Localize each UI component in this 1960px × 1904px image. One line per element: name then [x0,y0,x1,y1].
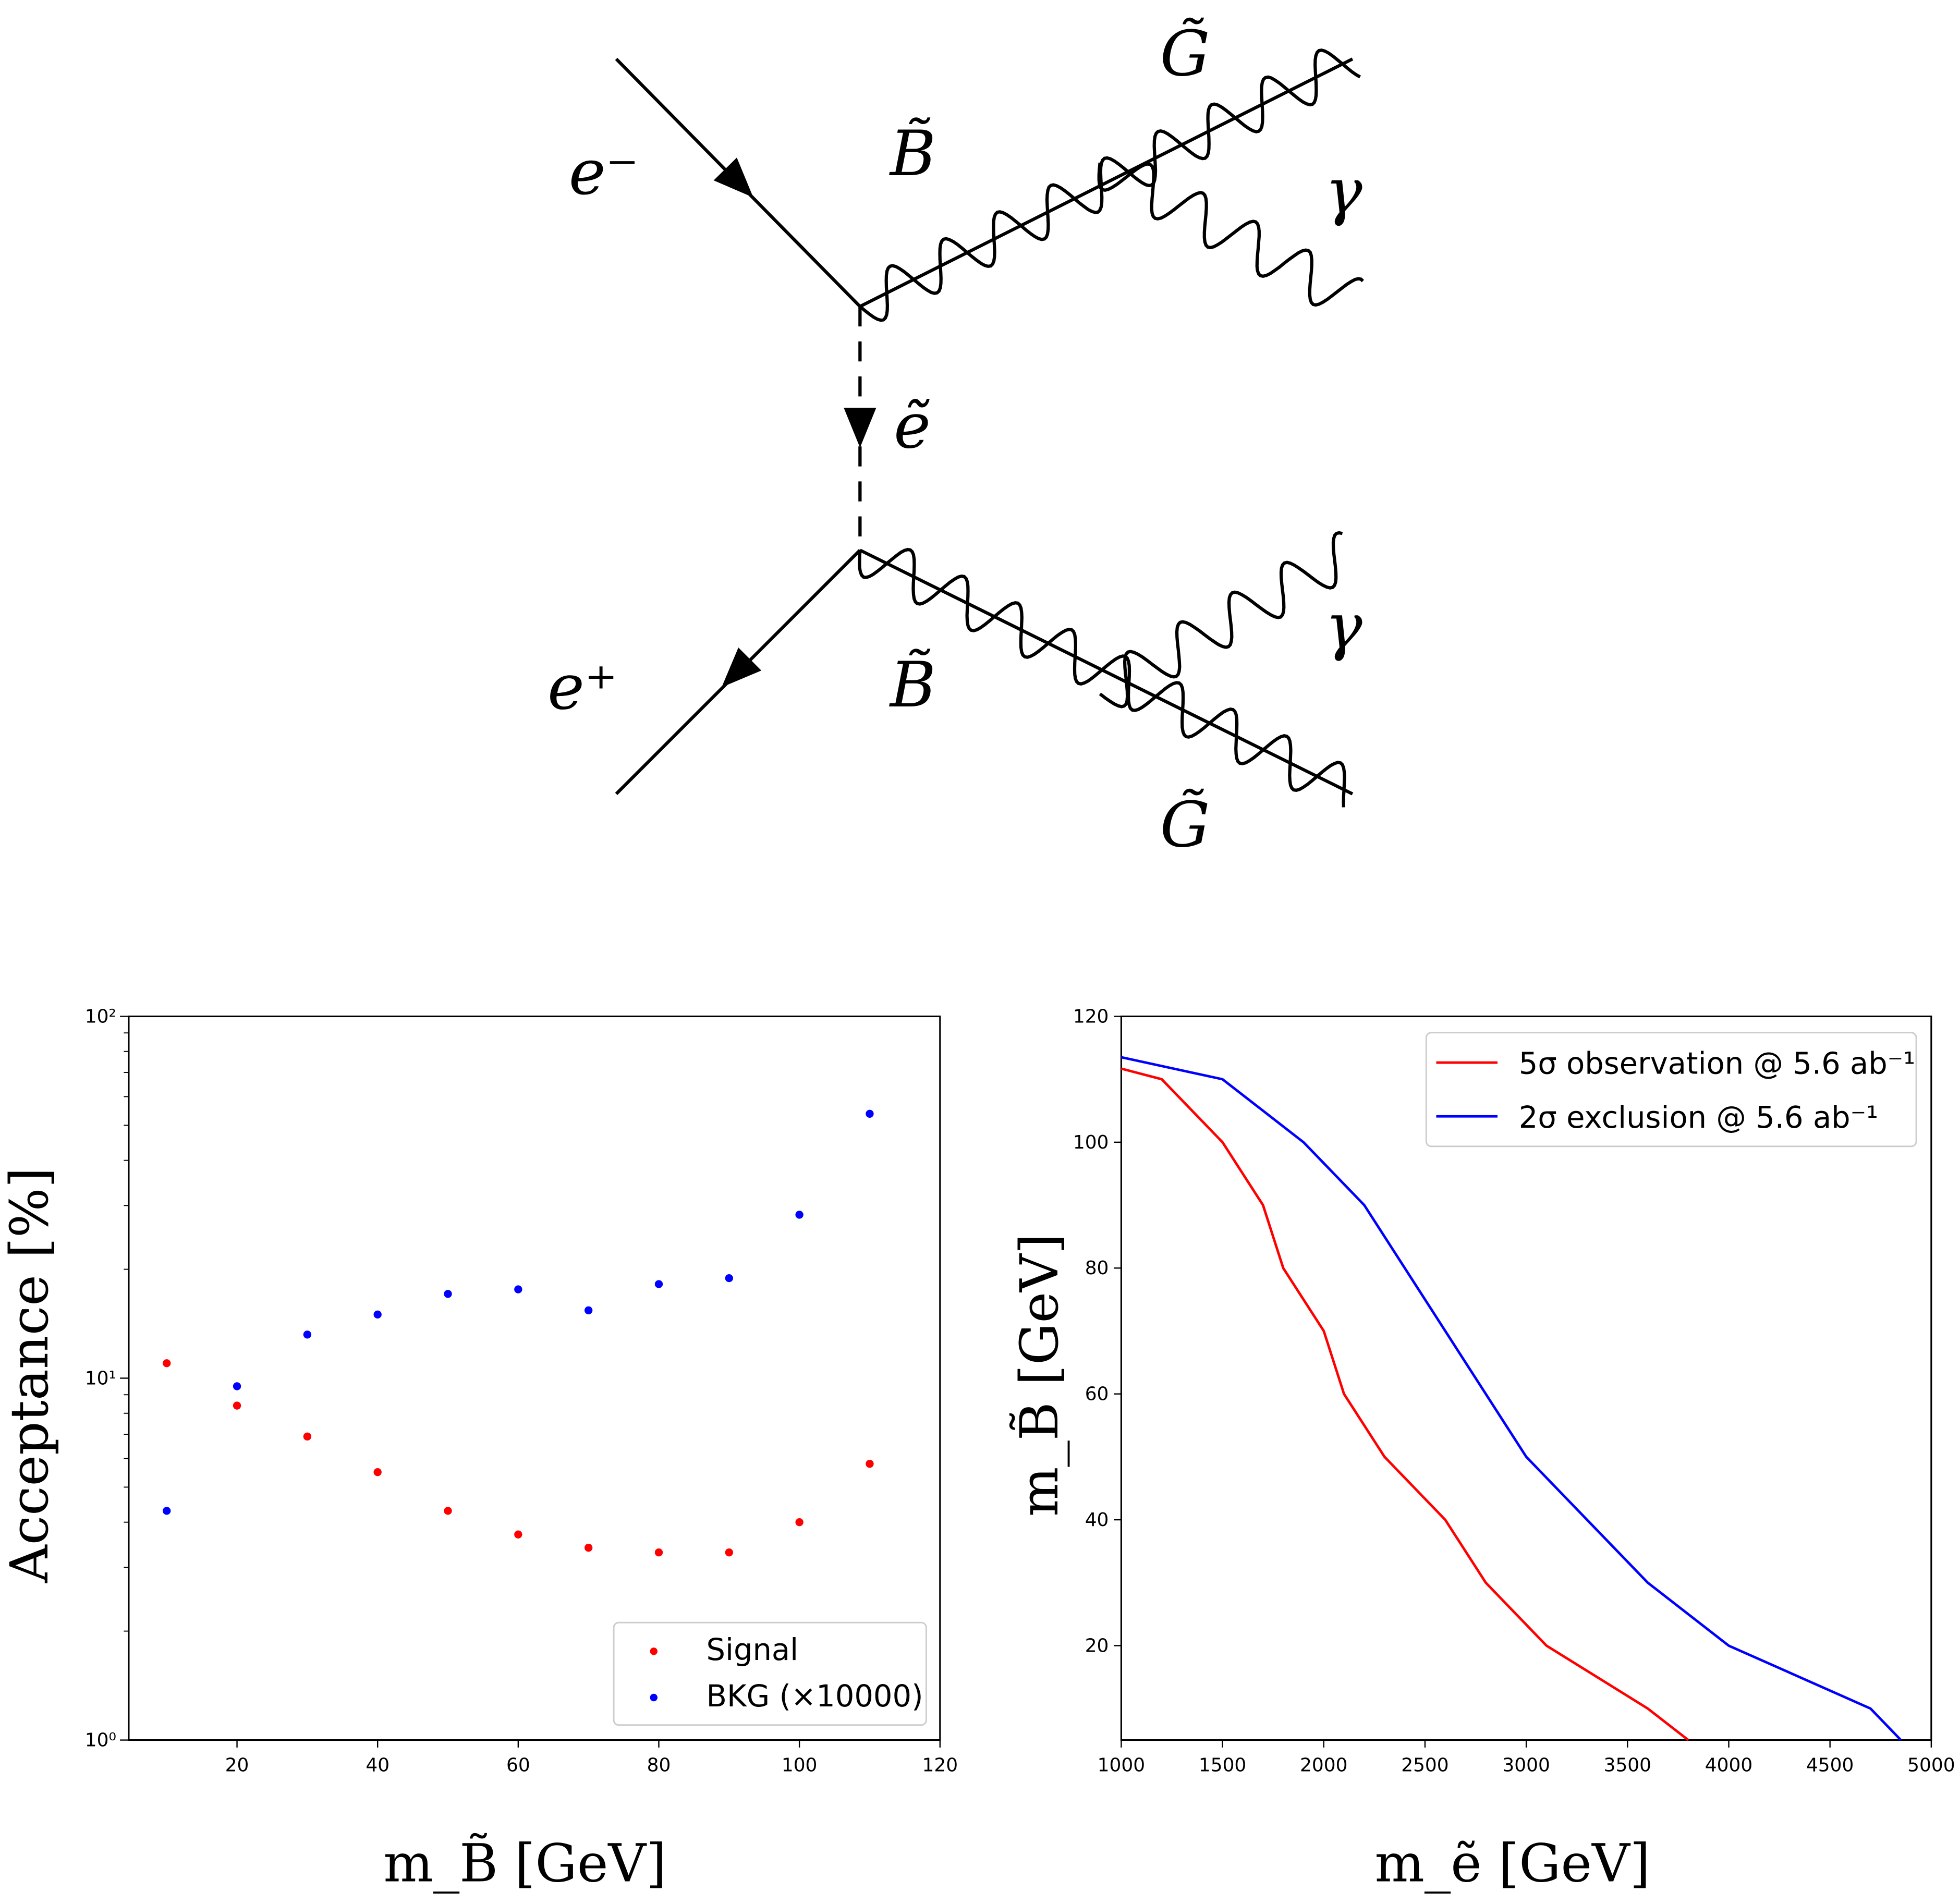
label-selectron: ẽ [894,390,931,463]
label-photon-bottom: γ [1325,590,1362,663]
label-photon-top: γ [1325,155,1362,228]
legend-label-2sigma: 2σ exclusion @ 5.6 ab⁻¹ [1519,1100,1878,1135]
y-tick-label: 100 [1073,1132,1109,1153]
bkg-point [514,1285,522,1293]
signal-point [233,1401,241,1410]
bkg-point [163,1507,171,1515]
y-tick-label: 10² [85,1006,116,1027]
bkg-point [233,1382,241,1390]
y-axis-label: Acceptance [%] [0,1167,60,1583]
signal-point [725,1548,733,1557]
label-e-minus: e⁻ [569,137,639,209]
bkg-point [303,1331,312,1339]
signal-point [584,1543,593,1552]
y-tick-label: 80 [1085,1258,1109,1279]
x-tick-label: 40 [366,1754,389,1776]
bkg-point [654,1280,663,1288]
bkg-point [584,1306,593,1315]
x-tick-label: 4500 [1806,1754,1854,1776]
y-axis-label: m_B̃ [GeV] [1009,1234,1070,1517]
electron-arrow-icon [713,157,753,198]
legend-marker-bkg [650,1693,658,1702]
x-axis-label: m_ẽ [GeV] [1374,1833,1650,1894]
y-tick-label: 20 [1085,1635,1109,1656]
signal-point [373,1468,382,1476]
bino-gravitino-wave-bottom [858,547,1346,808]
y-tick-label: 120 [1073,1006,1109,1027]
feynman-diagram: e⁻ e⁺ B̃ B̃ G̃ G̃ γ γ ẽ [547,17,1365,862]
legend-label-signal: Signal [706,1632,798,1667]
label-gravitino-top: G̃ [1160,17,1210,90]
legend: Signal BKG (×10000) [613,1621,927,1726]
exclusion-2sigma-line [1121,1056,1902,1741]
bkg-point [725,1274,733,1283]
signal-point [163,1359,171,1368]
bkg-point [444,1290,452,1298]
bkg-point [795,1211,804,1219]
photon-wave-bottom [1099,531,1343,709]
selectron-arrow-icon [844,407,876,448]
x-tick-label: 100 [782,1754,818,1776]
y-tick-label: 40 [1085,1509,1109,1531]
bkg-point [866,1109,874,1118]
label-e-plus: e⁺ [547,652,617,724]
y-tick-label: 60 [1085,1384,1109,1405]
x-tick-label: 1000 [1098,1754,1145,1776]
signal-point [866,1460,874,1468]
signal-point [444,1507,452,1515]
legend-label-bkg: BKG (×10000) [706,1679,923,1714]
legend-label-5sigma: 5σ observation @ 5.6 ab⁻¹ [1519,1046,1915,1081]
label-bino-bottom: B̃ [889,649,936,722]
x-tick-label: 60 [506,1754,530,1776]
x-tick-label: 2500 [1401,1754,1448,1776]
observation-5sigma-line [1121,1067,1689,1741]
photon-wave-top [1097,162,1365,307]
y-tick-label: 10¹ [85,1368,116,1389]
x-tick-label: 20 [225,1754,249,1776]
signal-point [795,1518,804,1527]
legend-marker-signal [650,1647,658,1655]
x-tick-label: 120 [922,1754,958,1776]
label-gravitino-bottom: G̃ [1160,789,1210,862]
x-tick-label: 1500 [1199,1754,1246,1776]
y-tick-label: 10⁰ [85,1729,116,1751]
x-tick-label: 5000 [1907,1754,1955,1776]
reach-chart: 1000 1500 2000 2500 3000 3500 4000 4500 5000 20 40… [1009,1006,1955,1894]
x-tick-label: 2000 [1300,1754,1347,1776]
x-tick-label: 3500 [1604,1754,1651,1776]
label-bino-top: B̃ [889,117,936,190]
x-tick-label: 3000 [1502,1754,1550,1776]
x-tick-label: 4000 [1705,1754,1752,1776]
legend: 5σ observation @ 5.6 ab⁻¹ 2σ exclusion @… [1425,1032,1917,1148]
x-tick-label: 80 [647,1754,671,1776]
signal-point [654,1548,663,1557]
x-axis-label: m_B̃ [GeV] [383,1833,666,1894]
bkg-point [373,1310,382,1319]
signal-point [514,1530,522,1539]
acceptance-chart: 20 40 60 80 100 120 10⁰ 10¹ 10² Signal BKG (×100… [0,1006,958,1894]
signal-point [303,1432,312,1441]
positron-arrow-icon [721,648,762,688]
bino-gravitino-line-top [859,57,1354,308]
